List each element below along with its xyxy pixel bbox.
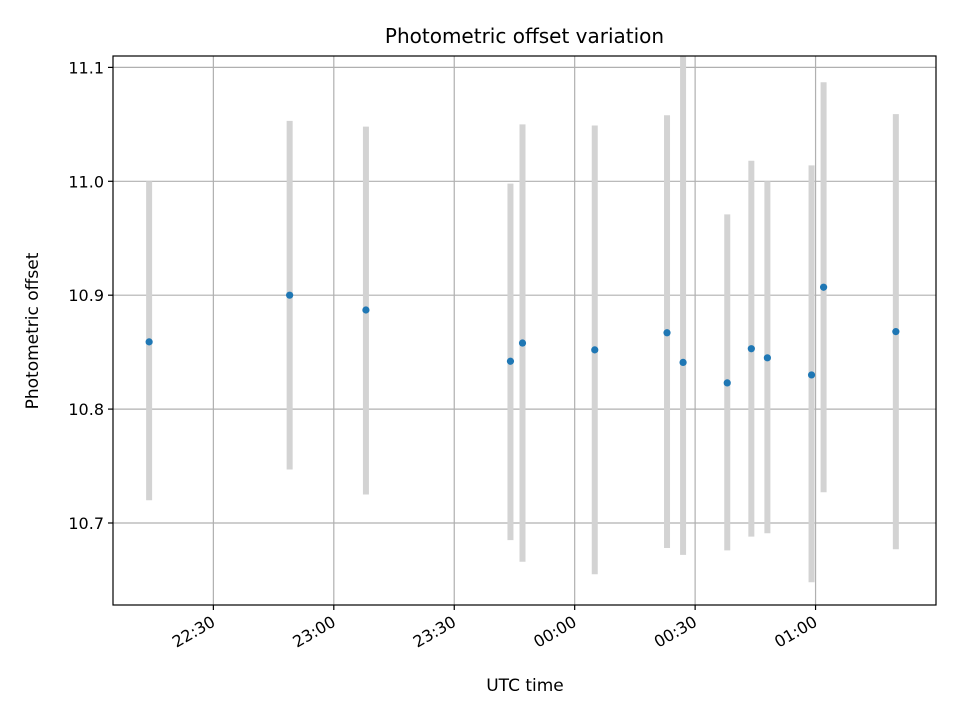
plot-area-frame xyxy=(112,55,937,606)
x-tick-label: 23:30 xyxy=(410,612,459,652)
data-point xyxy=(663,329,671,337)
data-point xyxy=(747,345,755,353)
x-tick-label: 00:00 xyxy=(530,612,579,652)
y-axis-ticks: 10.7 10.8 10.9 11.0 11.1 xyxy=(68,58,113,533)
data-point xyxy=(892,328,900,336)
data-point xyxy=(591,346,599,354)
chart-title: Photometric offset variation xyxy=(385,24,664,48)
data-point xyxy=(679,358,687,366)
x-tick-label: 00:30 xyxy=(651,612,700,652)
x-axis-label: UTC time xyxy=(486,676,564,696)
y-axis-label: Photometric offset xyxy=(23,252,43,409)
data-point xyxy=(145,338,153,346)
x-tick-label: 22:30 xyxy=(169,612,218,652)
data-point xyxy=(819,283,828,291)
y-tick-label: 10.9 xyxy=(68,286,104,305)
x-axis-ticks: 22:30 23:00 23:30 00:00 00:30 01:00 xyxy=(169,605,821,652)
y-tick-label: 11.0 xyxy=(68,172,104,191)
error-bars xyxy=(146,56,899,583)
x-tick-label: 23:00 xyxy=(289,612,338,652)
data-point xyxy=(506,357,515,365)
y-tick-label: 11.1 xyxy=(68,58,104,77)
data-point xyxy=(763,354,771,362)
y-tick-label: 10.8 xyxy=(68,400,104,419)
data-points xyxy=(145,283,900,387)
y-tick-label: 10.7 xyxy=(68,514,104,533)
x-tick-label: 01:00 xyxy=(771,612,820,652)
data-point xyxy=(807,371,816,379)
data-point xyxy=(518,339,527,347)
data-point xyxy=(286,291,294,299)
data-point xyxy=(362,306,370,314)
data-point xyxy=(723,379,731,387)
